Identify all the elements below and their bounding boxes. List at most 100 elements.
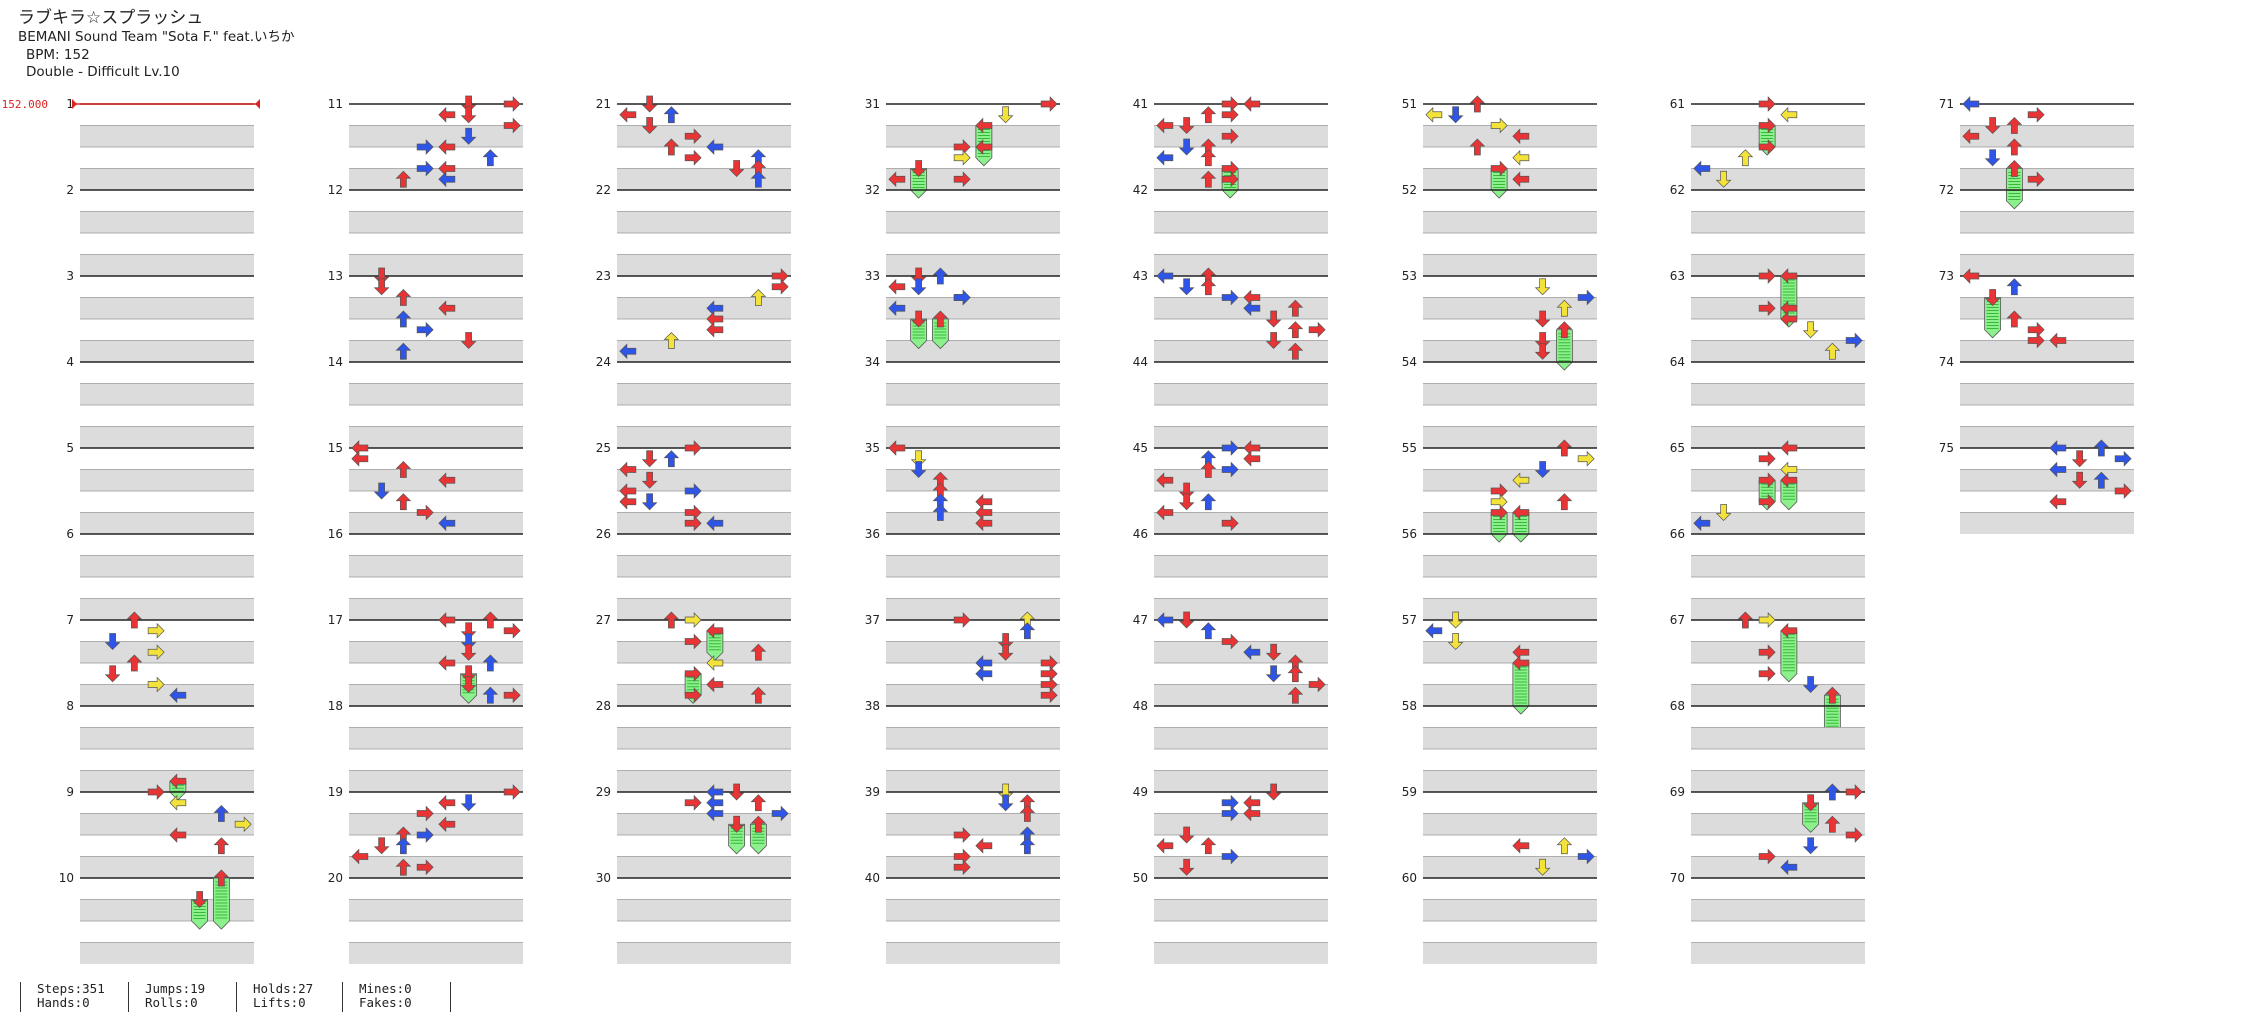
bpm-marker-right: [255, 99, 260, 109]
beat-band: [80, 211, 254, 233]
measure-number: 64: [1670, 355, 1685, 369]
measure-number: 32: [865, 183, 880, 197]
measure-number: 55: [1402, 441, 1417, 455]
hold-head-arrow: [706, 622, 724, 639]
step-arrow: [1780, 859, 1798, 876]
step-arrow: [460, 633, 477, 650]
beat-band: [617, 211, 791, 233]
song-artist: BEMANI Sound Team "Sota F." feat.いちか: [18, 29, 295, 45]
beat-band: [349, 254, 523, 276]
step-arrow: [438, 106, 456, 123]
step-arrow: [438, 612, 456, 628]
measure-number: 16: [328, 527, 343, 541]
measure-number: 45: [1133, 441, 1148, 455]
measure-number: 43: [1133, 269, 1148, 283]
step-arrow: [1802, 837, 1819, 855]
beat-band: [1691, 125, 1865, 147]
measure-number: 39: [865, 785, 880, 799]
step-arrow: [1447, 106, 1464, 124]
step-arrow: [684, 149, 702, 166]
step-arrow: [619, 106, 637, 123]
beat-band: [1154, 125, 1328, 147]
step-arrow: [460, 106, 477, 124]
step-arrow: [1221, 440, 1239, 456]
beat-band: [80, 641, 254, 663]
beat-band: [80, 727, 254, 749]
measure-number: 26: [596, 527, 611, 541]
step-arrow: [460, 643, 477, 661]
step-arrow: [126, 654, 143, 672]
step-arrow: [395, 310, 412, 328]
measure-10: 10: [59, 869, 254, 964]
step-arrow: [1780, 440, 1798, 456]
step-arrow: [910, 450, 927, 468]
measure-46: 46: [1133, 527, 1328, 620]
step-arrow: [684, 633, 702, 650]
beat-band: [1154, 555, 1328, 577]
step-arrow: [373, 278, 390, 296]
step-arrow: [2049, 440, 2067, 456]
beat-band: [1691, 168, 1865, 190]
beat-band: [886, 211, 1060, 233]
measure-number: 42: [1133, 183, 1148, 197]
hold-head-arrow: [1512, 504, 1530, 521]
beat-band: [886, 813, 1060, 835]
step-arrow: [1019, 622, 1036, 640]
beat-band: [1691, 899, 1865, 921]
measure-65: 65: [1670, 440, 1865, 534]
beat-band: [1423, 684, 1597, 706]
measure-70: 70: [1670, 871, 1865, 964]
beat-band: [886, 168, 1060, 190]
beat-band: [80, 684, 254, 706]
measure-number: 71: [1939, 97, 1954, 111]
beat-band: [1960, 340, 2134, 362]
beat-band: [1154, 254, 1328, 276]
beat-band: [349, 856, 523, 878]
beat-band: [1691, 512, 1865, 534]
measure-36: 36: [865, 527, 1060, 620]
step-arrow: [1556, 299, 1573, 317]
step-arrow: [684, 515, 702, 532]
step-arrow: [750, 686, 767, 704]
measure-number: 36: [865, 527, 880, 541]
measure-number: 29: [596, 785, 611, 799]
step-arrow: [728, 783, 745, 801]
beat-band: [617, 684, 791, 706]
step-arrow: [888, 171, 906, 188]
step-arrow: [1447, 611, 1464, 629]
step-arrow: [373, 837, 390, 855]
beat-band: [1691, 813, 1865, 835]
step-arrow: [147, 784, 165, 800]
beat-band: [1423, 813, 1597, 835]
step-arrow: [1984, 117, 2001, 134]
step-arrow: [1469, 138, 1486, 156]
step-arrow: [482, 149, 499, 167]
measure-12: 12: [328, 183, 523, 276]
step-arrow: [1265, 332, 1282, 349]
beat-band: [886, 426, 1060, 448]
hold-head-arrow: [1824, 686, 1841, 704]
step-arrow: [1040, 687, 1058, 704]
beat-band: [617, 555, 791, 577]
beat-band: [1154, 168, 1328, 190]
measure-59: 59: [1402, 785, 1597, 878]
measure-43: 43: [1133, 267, 1328, 362]
measure-58: 58: [1402, 699, 1597, 792]
stat-line: Lifts:0: [253, 995, 306, 1010]
step-arrow: [1178, 826, 1195, 844]
measure-number: 59: [1402, 785, 1417, 799]
measure-number: 50: [1133, 871, 1148, 885]
step-arrow: [750, 170, 767, 188]
step-arrow: [953, 289, 971, 306]
step-arrow: [728, 160, 745, 177]
beat-band: [1154, 684, 1328, 706]
measure-74: 74: [1939, 355, 2134, 448]
step-arrow: [438, 472, 456, 489]
step-arrow: [1490, 493, 1508, 510]
step-arrow: [1737, 611, 1754, 629]
step-arrow: [1178, 858, 1195, 876]
step-arrow: [2071, 471, 2088, 489]
hold-note: [1555, 321, 1573, 371]
step-arrow: [619, 461, 637, 478]
measure-number: 7: [66, 613, 74, 627]
